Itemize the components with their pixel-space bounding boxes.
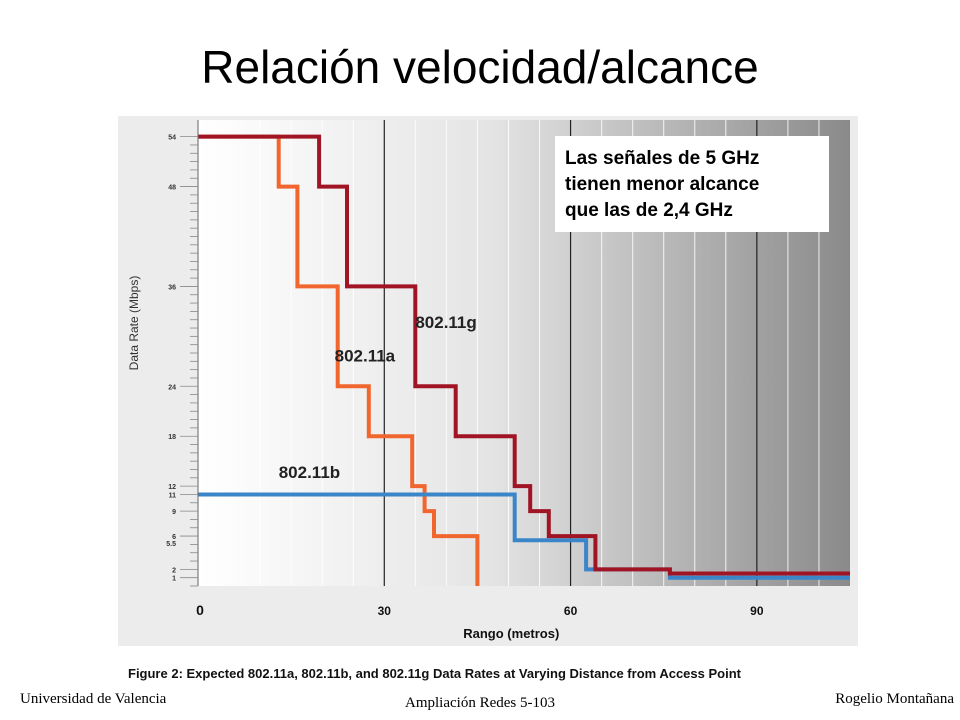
y-tick-label: 36 xyxy=(168,284,176,291)
footer-university: Universidad de Valencia xyxy=(20,691,167,707)
y-axis-label: Data Rate (Mbps) xyxy=(127,276,141,371)
y-tick-label: 2 xyxy=(172,567,176,574)
figure-caption: Figure 2: Expected 802.11a, 802.11b, and… xyxy=(128,666,741,681)
x-tick-label: 30 xyxy=(378,604,392,618)
y-tick-label: 1 xyxy=(172,576,176,583)
x-axis-label: Rango (metros) xyxy=(463,626,559,641)
series-line-80211a xyxy=(198,134,480,586)
x-tick-label: 0 xyxy=(196,602,204,618)
callout-line: Las señales de 5 GHz xyxy=(565,148,760,169)
series-label: 802.11g xyxy=(415,313,476,332)
y-tick-label: 18 xyxy=(168,434,176,441)
series-label: 802.11b xyxy=(279,463,340,482)
x-tick-label: 60 xyxy=(564,604,578,618)
y-tick-label: 11 xyxy=(169,492,177,499)
callout-box: Las señales de 5 GHz tienen menor alcanc… xyxy=(555,136,829,232)
x-tick-label: 90 xyxy=(750,604,764,618)
y-tick-label: 5.5 xyxy=(166,541,176,548)
y-tick-label: 6 xyxy=(172,534,176,541)
y-tick-label: 48 xyxy=(168,185,176,192)
y-tick-label: 12 xyxy=(168,484,176,491)
callout-line: que las de 2,4 GHz xyxy=(565,200,733,221)
callout-line: tienen menor alcance xyxy=(565,174,760,195)
y-tick-label: 54 xyxy=(168,135,176,142)
slide-title: Relación velocidad/alcance xyxy=(201,41,759,93)
y-tick-label: 24 xyxy=(168,384,176,391)
footer-author: Rogelio Montañana xyxy=(835,691,954,707)
series-line-80211b xyxy=(198,492,850,580)
series-line-80211g xyxy=(198,134,850,576)
series-label: 802.11a xyxy=(335,346,396,365)
footer-course: Ampliación Redes 5-103 xyxy=(405,695,555,711)
y-tick-label: 9 xyxy=(172,509,176,516)
